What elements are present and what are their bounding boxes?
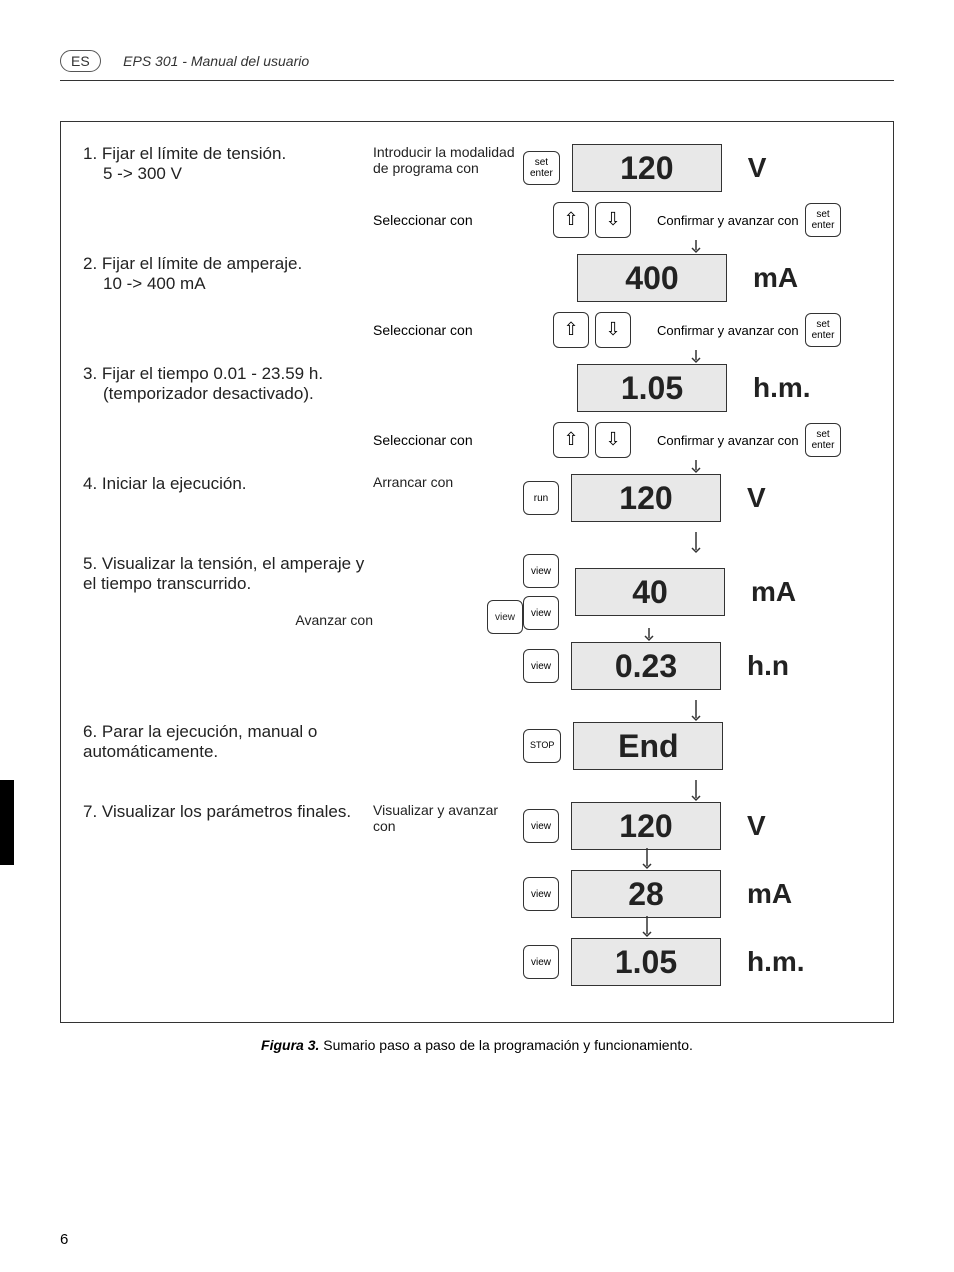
figure-3-box: 1. Fijar el límite de tensión. 5 -> 300 … [60,121,894,1023]
step-4: 4. Iniciar la ejecución. Arrancar con ru… [83,474,875,522]
step-4-num: 4. [83,474,97,493]
select-row-1: Seleccionar con ⇧ ⇩ Confirmar y avanzar … [373,202,875,238]
select-row-3: Seleccionar con ⇧ ⇩ Confirmar y avanzar … [373,422,875,458]
view-button[interactable]: view [523,945,559,979]
up-button[interactable]: ⇧ [553,312,589,348]
side-tab [0,780,14,865]
flow-arrow-6 [621,780,771,802]
step-5: 5. Visualizar la tensión, el amperaje y … [83,554,875,690]
unit-run-v: V [747,482,766,514]
step-6-num: 6. [83,722,97,741]
step-2-title: Fijar el límite de amperaje. [102,254,302,273]
view-button[interactable]: view [487,600,523,634]
step-3-num: 3. [83,364,97,383]
stop-button[interactable]: STOP [523,729,561,763]
display-view-hn: 0.23 [571,642,721,690]
display-final-ma: 28 [571,870,721,918]
display-final-hm: 1.05 [571,938,721,986]
up-button[interactable]: ⇧ [553,422,589,458]
unit-final-hm: h.m. [747,946,805,978]
unit-v: V [748,152,767,184]
down-button[interactable]: ⇩ [595,422,631,458]
header-title: EPS 301 - Manual del usuario [123,53,309,69]
unit-view-ma: mA [751,576,796,608]
step-1-title: Fijar el límite de tensión. [102,144,286,163]
unit-hm: h.m. [753,372,811,404]
set-enter-button[interactable]: set enter [523,151,560,185]
page-header: ES EPS 301 - Manual del usuario [60,50,894,72]
display-run-v: 120 [571,474,721,522]
start-with-label: Arrancar con [373,474,523,490]
step-3-sub: (temporizador desactivado). [103,384,373,404]
step-1: 1. Fijar el límite de tensión. 5 -> 300 … [83,144,875,192]
btn-set-label: set [535,157,548,168]
select-row-2: Seleccionar con ⇧ ⇩ Confirmar y avanzar … [373,312,875,348]
advance-with-label: Avanzar con [295,612,373,628]
step-2-sub: 10 -> 400 mA [103,274,373,294]
set-enter-button-3[interactable]: set enter [805,313,842,347]
display-voltage: 120 [572,144,722,192]
up-button[interactable]: ⇧ [553,202,589,238]
step-7-num: 7. [83,802,97,821]
step-1-instruction: Introducir la modalidad de programa con [373,144,523,176]
step-2-num: 2. [83,254,97,273]
flow-arrow-4 [621,532,771,554]
step-2: 2. Fijar el límite de amperaje. 10 -> 40… [83,254,875,302]
figure-caption: Figura 3. Sumario paso a paso de la prog… [60,1037,894,1053]
btn-enter-label: enter [530,168,553,179]
set-enter-button-2[interactable]: set enter [805,203,842,237]
language-badge: ES [60,50,101,72]
display-end: End [573,722,723,770]
flow-arrow-3 [621,460,771,474]
step-4-title: Iniciar la ejecución. [102,474,247,493]
step-3-title: Fijar el tiempo 0.01 - 23.59 h. [102,364,323,383]
step-5-num: 5. [83,554,97,573]
set-enter-button-4[interactable]: set enter [805,423,842,457]
page-number: 6 [60,1231,68,1248]
unit-final-v: V [747,810,766,842]
step-7-title: Visualizar los parámetros finales. [102,802,351,821]
view-button[interactable]: view [523,554,559,588]
unit-ma: mA [753,262,798,294]
display-final-v: 120 [571,802,721,850]
unit-view-hn: h.n [747,650,789,682]
run-button[interactable]: run [523,481,559,515]
caption-label: Figura 3. [261,1037,319,1053]
confirm-advance-1: Confirmar y avanzar con [657,213,799,228]
step-6: 6. Parar la ejecución, manual o automáti… [83,722,875,770]
display-current: 400 [577,254,727,302]
step-1-sub: 5 -> 300 V [103,164,373,184]
header-rule [60,80,894,81]
view-button[interactable]: view [523,809,559,843]
step-5-title: Visualizar la tensión, el amperaje y el … [83,554,364,593]
display-view-ma: 40 [575,568,725,616]
flow-arrow-2 [621,350,771,364]
step-1-num: 1. [83,144,97,163]
down-button[interactable]: ⇩ [595,312,631,348]
select-with-1: Seleccionar con [373,212,523,228]
view-button[interactable]: view [523,877,559,911]
flow-arrow-5 [621,700,771,722]
view-button[interactable]: view [523,596,559,630]
step-7: 7. Visualizar los parámetros finales. Vi… [83,802,875,986]
down-button[interactable]: ⇩ [595,202,631,238]
unit-final-ma: mA [747,878,792,910]
flow-arrow-1 [621,240,771,254]
step-3: 3. Fijar el tiempo 0.01 - 23.59 h. (temp… [83,364,875,412]
view-advance-label: Visualizar y avanzar con [373,802,523,834]
caption-text: Sumario paso a paso de la programación y… [319,1037,693,1053]
display-time: 1.05 [577,364,727,412]
step-6-title: Parar la ejecución, manual o automáticam… [83,722,317,761]
view-button[interactable]: view [523,649,559,683]
